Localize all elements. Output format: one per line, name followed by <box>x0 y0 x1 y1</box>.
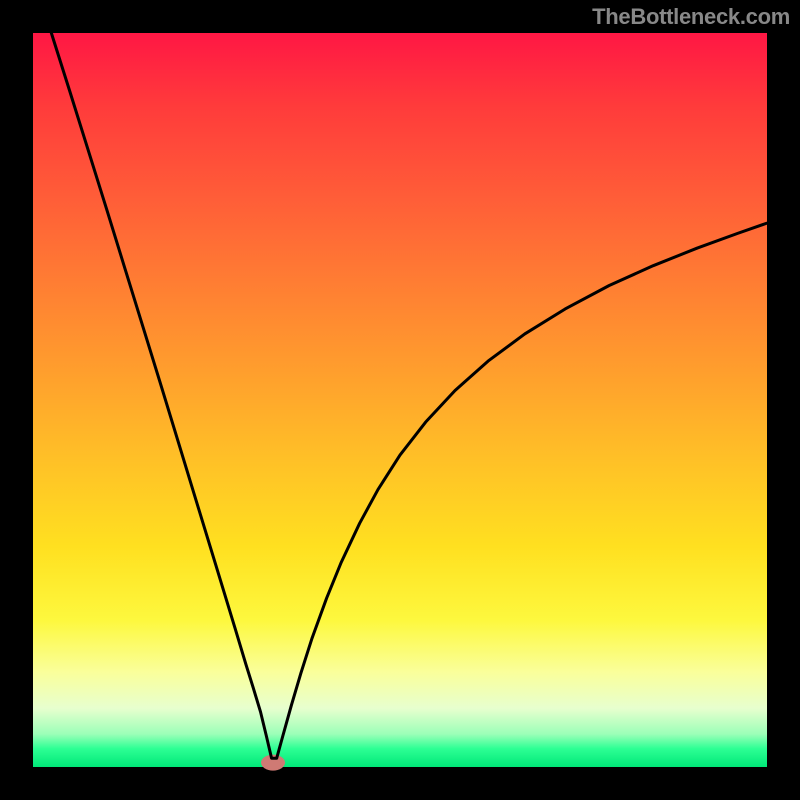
plot-area <box>33 33 767 767</box>
curve-svg <box>33 33 767 767</box>
watermark-text: TheBottleneck.com <box>592 4 790 30</box>
bottleneck-curve <box>51 33 767 758</box>
chart-container: TheBottleneck.com <box>0 0 800 800</box>
